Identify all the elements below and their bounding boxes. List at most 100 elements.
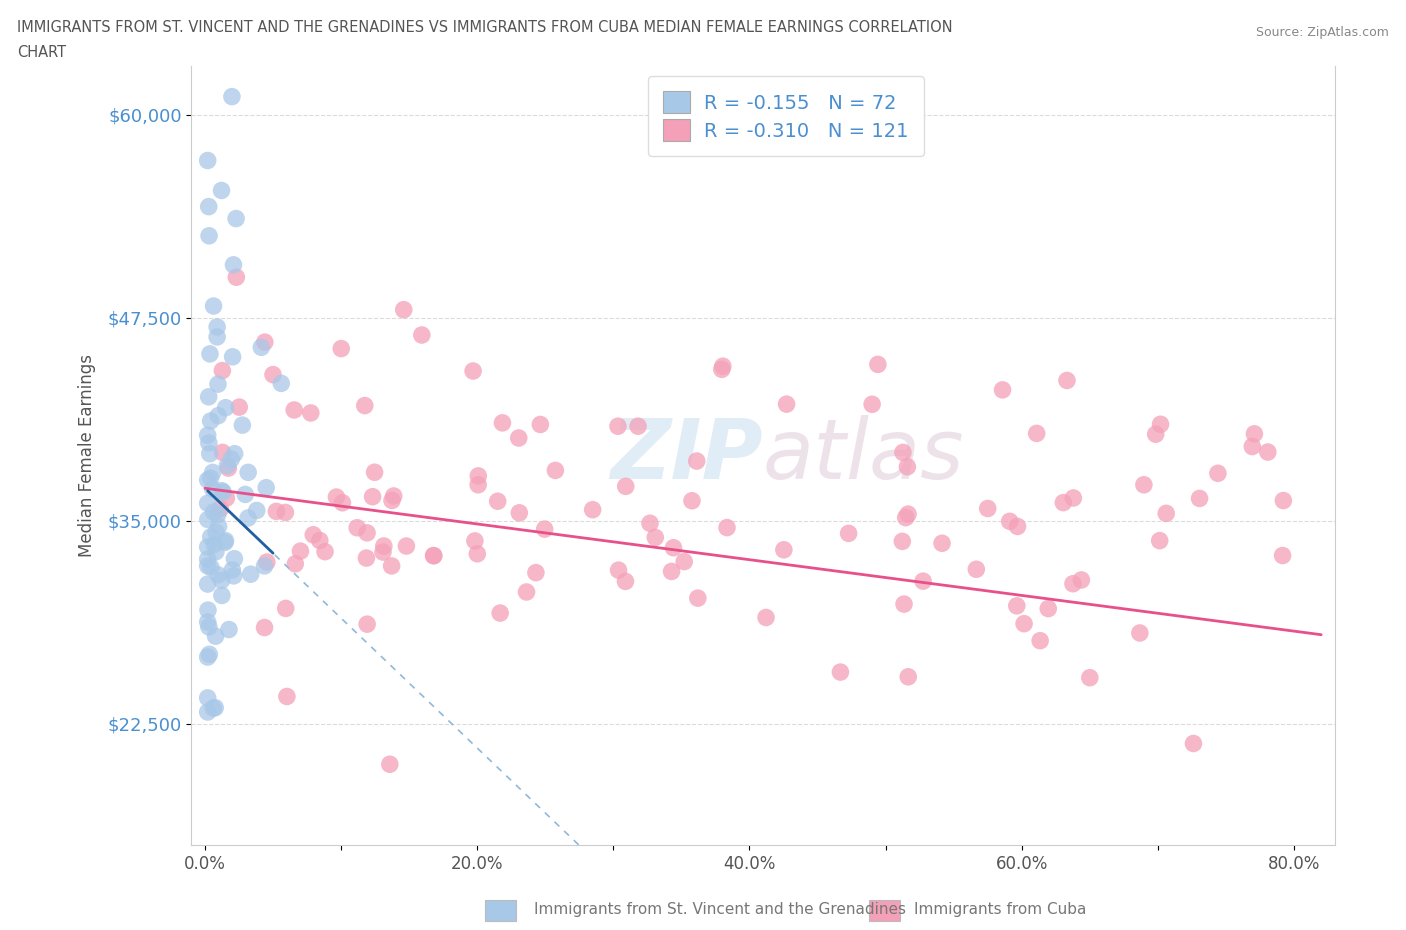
Point	[673, 554, 696, 569]
Point	[207, 567, 229, 582]
Point	[638, 516, 661, 531]
Point	[486, 494, 509, 509]
Point	[233, 487, 256, 502]
Point	[363, 465, 385, 480]
Point	[197, 615, 219, 630]
Point	[378, 757, 401, 772]
Point	[205, 525, 228, 539]
Point	[222, 258, 245, 272]
Point	[276, 689, 298, 704]
Point	[274, 505, 297, 520]
Point	[755, 610, 778, 625]
Point	[256, 554, 278, 569]
Point	[211, 573, 233, 588]
Point	[1129, 626, 1152, 641]
Point	[332, 496, 354, 511]
Point	[266, 504, 288, 519]
Point	[353, 398, 375, 413]
Point	[897, 670, 920, 684]
Point	[197, 153, 219, 168]
Point	[965, 562, 987, 577]
Point	[977, 501, 1000, 516]
Legend: R = -0.155   N = 72, R = -0.310   N = 121: R = -0.155 N = 72, R = -0.310 N = 121	[648, 76, 924, 156]
Point	[197, 577, 219, 591]
Point	[198, 446, 221, 461]
Point	[197, 551, 219, 566]
Point	[1154, 506, 1177, 521]
Point	[607, 563, 630, 578]
Point	[211, 445, 233, 459]
Point	[197, 690, 219, 705]
Point	[607, 418, 630, 433]
Point	[381, 493, 404, 508]
Point	[308, 533, 330, 548]
Point	[325, 489, 347, 504]
Point	[464, 534, 486, 549]
Point	[866, 357, 889, 372]
Point	[830, 665, 852, 680]
Point	[217, 458, 239, 473]
Point	[1025, 426, 1047, 441]
Point	[221, 563, 243, 578]
Point	[1070, 573, 1092, 588]
Point	[197, 539, 219, 554]
Point	[239, 566, 262, 581]
Point	[202, 538, 225, 552]
Point	[998, 514, 1021, 529]
Point	[1149, 533, 1171, 548]
Point	[508, 505, 530, 520]
Point	[262, 367, 284, 382]
Point	[205, 329, 228, 344]
Point	[198, 229, 221, 244]
Point	[614, 479, 637, 494]
Point	[392, 302, 415, 317]
Point	[1241, 439, 1264, 454]
Point	[1038, 601, 1060, 616]
Point	[1056, 373, 1078, 388]
Point	[200, 471, 222, 485]
Point	[515, 585, 537, 600]
Point	[197, 199, 219, 214]
Point	[582, 502, 605, 517]
Point	[775, 397, 797, 412]
Point	[205, 544, 228, 559]
Point	[197, 496, 219, 511]
Point	[197, 705, 219, 720]
Point	[1029, 633, 1052, 648]
Text: IMMIGRANTS FROM ST. VINCENT AND THE GRENADINES VS IMMIGRANTS FROM CUBA MEDIAN FE: IMMIGRANTS FROM ST. VINCENT AND THE GREN…	[17, 20, 952, 35]
Point	[197, 390, 219, 405]
Point	[211, 364, 233, 379]
Point	[330, 341, 353, 356]
Point	[1188, 491, 1211, 506]
Point	[202, 700, 225, 715]
Point	[225, 270, 247, 285]
Point	[346, 520, 368, 535]
Point	[1062, 490, 1084, 505]
Point	[201, 465, 224, 480]
Point	[627, 418, 650, 433]
Point	[204, 700, 226, 715]
Point	[250, 339, 273, 354]
Point	[197, 428, 219, 443]
Point	[1012, 617, 1035, 631]
Point	[200, 529, 222, 544]
Point	[1005, 598, 1028, 613]
Point	[201, 482, 224, 497]
Y-axis label: Median Female Earnings: Median Female Earnings	[79, 354, 96, 557]
Point	[290, 544, 312, 559]
Point	[200, 560, 222, 575]
Point	[207, 408, 229, 423]
Point	[686, 591, 709, 605]
Point	[395, 538, 418, 553]
Point	[710, 362, 733, 377]
Point	[211, 484, 233, 498]
Point	[661, 564, 683, 578]
Point	[224, 551, 246, 566]
Point	[681, 493, 703, 508]
Point	[893, 597, 915, 612]
Point	[896, 459, 918, 474]
Text: CHART: CHART	[17, 45, 66, 60]
Point	[299, 405, 322, 420]
Point	[212, 485, 235, 499]
Text: Immigrants from Cuba: Immigrants from Cuba	[914, 902, 1087, 917]
